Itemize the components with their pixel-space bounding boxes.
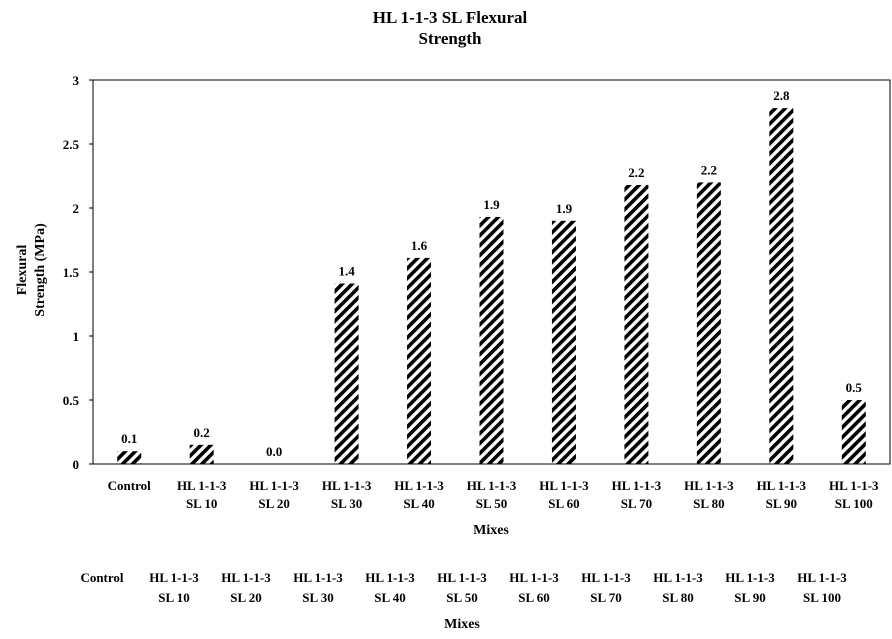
chart-title-line-2: Strength bbox=[419, 29, 483, 48]
x-tick-label: SL 30 bbox=[331, 496, 362, 511]
x-tick-label: HL 1-1-3 bbox=[612, 478, 662, 493]
x-tick-label: HL 1-1-3 bbox=[757, 478, 807, 493]
x-tick-label: SL 80 bbox=[693, 496, 724, 511]
bar bbox=[624, 184, 649, 464]
bar bbox=[117, 451, 142, 464]
data-label: 0.1 bbox=[121, 431, 137, 446]
y-axis-ticks: 0 0.5 1 1.5 2 2.5 3 bbox=[63, 73, 93, 472]
footer-category-label: HL 1-1-3 bbox=[437, 570, 487, 585]
y-axis-label-line-2: Strength (MPa) bbox=[33, 223, 48, 317]
footer-category-label: SL 30 bbox=[302, 590, 333, 605]
bar bbox=[841, 400, 866, 464]
x-tick-label: SL 90 bbox=[766, 496, 797, 511]
chart-title: HL 1-1-3 SL Flexural Strength bbox=[373, 8, 528, 48]
bar bbox=[479, 216, 504, 464]
footer-category-label: HL 1-1-3 bbox=[293, 570, 343, 585]
data-label: 1.4 bbox=[338, 264, 355, 279]
x-tick-label: SL 40 bbox=[403, 496, 434, 511]
x-tick-label: HL 1-1-3 bbox=[829, 478, 879, 493]
x-tick-label: SL 60 bbox=[548, 496, 579, 511]
footer-category-label: SL 50 bbox=[446, 590, 477, 605]
x-axis-categories: Control HL 1-1-3 SL 10 HL 1-1-3 SL 20 HL 1-1-… bbox=[108, 478, 879, 511]
x-tick-label: SL 50 bbox=[476, 496, 507, 511]
x-tick-label: SL 100 bbox=[835, 496, 873, 511]
footer-categories: Control HL 1-1-3 SL 10 HL 1-1-3 SL 20 HL 1-1-… bbox=[80, 570, 847, 605]
data-label: 1.6 bbox=[411, 238, 428, 253]
data-label: 2.2 bbox=[701, 162, 717, 177]
footer-category-label: HL 1-1-3 bbox=[581, 570, 631, 585]
y-tick-label: 1.5 bbox=[63, 265, 80, 280]
x-tick-label: HL 1-1-3 bbox=[684, 478, 734, 493]
footer-category-label: SL 20 bbox=[230, 590, 261, 605]
footer-category-label: SL 40 bbox=[374, 590, 405, 605]
footer-category-label: SL 90 bbox=[734, 590, 765, 605]
footer-category-label: Control bbox=[80, 570, 123, 585]
y-tick-label: 2.5 bbox=[63, 137, 80, 152]
footer-category-label: SL 100 bbox=[803, 590, 841, 605]
data-label: 1.9 bbox=[483, 197, 500, 212]
data-labels: 0.1 0.2 0.0 1.4 1.6 1.9 1.9 2.2 2.2 2.8 0.5 bbox=[121, 88, 862, 459]
x-tick-label: HL 1-1-3 bbox=[322, 478, 372, 493]
footer-category-label: HL 1-1-3 bbox=[221, 570, 271, 585]
data-label: 0.5 bbox=[846, 380, 863, 395]
footer-category-label: HL 1-1-3 bbox=[725, 570, 775, 585]
footer-category-label: HL 1-1-3 bbox=[365, 570, 415, 585]
footer-category-label: HL 1-1-3 bbox=[149, 570, 199, 585]
y-tick-label: 0 bbox=[73, 457, 80, 472]
footer-category-label: SL 10 bbox=[158, 590, 189, 605]
y-tick-label: 2 bbox=[73, 201, 80, 216]
bar bbox=[407, 257, 432, 464]
bar bbox=[696, 182, 721, 464]
bar bbox=[334, 283, 359, 464]
data-label: 0.2 bbox=[194, 425, 210, 440]
data-label: 0.0 bbox=[266, 444, 282, 459]
y-axis-label: Flexural Strength (MPa) bbox=[15, 223, 48, 317]
footer-category-label: SL 80 bbox=[662, 590, 693, 605]
data-label: 2.2 bbox=[628, 165, 644, 180]
footer-category-label: HL 1-1-3 bbox=[509, 570, 559, 585]
x-axis-label: Mixes bbox=[473, 523, 509, 538]
y-tick-label: 3 bbox=[73, 73, 80, 88]
data-label: 1.9 bbox=[556, 201, 573, 216]
chart-title-line-1: HL 1-1-3 SL Flexural bbox=[373, 8, 528, 27]
bar bbox=[551, 220, 576, 464]
y-axis-label-line-1: Flexural bbox=[15, 245, 30, 296]
x-tick-label: HL 1-1-3 bbox=[467, 478, 517, 493]
x-tick-label: HL 1-1-3 bbox=[249, 478, 299, 493]
x-tick-label: SL 20 bbox=[258, 496, 289, 511]
data-label: 2.8 bbox=[773, 88, 790, 103]
bar bbox=[769, 108, 794, 464]
footer-category-label: HL 1-1-3 bbox=[653, 570, 703, 585]
x-tick-label: SL 10 bbox=[186, 496, 217, 511]
y-tick-label: 0.5 bbox=[63, 393, 80, 408]
footer-category-label: SL 70 bbox=[590, 590, 621, 605]
footer-x-axis-label: Mixes bbox=[444, 617, 480, 632]
x-tick-label: HL 1-1-3 bbox=[539, 478, 589, 493]
bars bbox=[117, 108, 866, 464]
bar bbox=[189, 444, 214, 464]
footer-category-label: SL 60 bbox=[518, 590, 549, 605]
x-tick-label: HL 1-1-3 bbox=[394, 478, 444, 493]
x-tick-label: HL 1-1-3 bbox=[177, 478, 227, 493]
y-tick-label: 1 bbox=[73, 329, 80, 344]
x-tick-label: SL 70 bbox=[621, 496, 652, 511]
footer-category-label: HL 1-1-3 bbox=[797, 570, 847, 585]
x-tick-label: Control bbox=[108, 478, 151, 493]
